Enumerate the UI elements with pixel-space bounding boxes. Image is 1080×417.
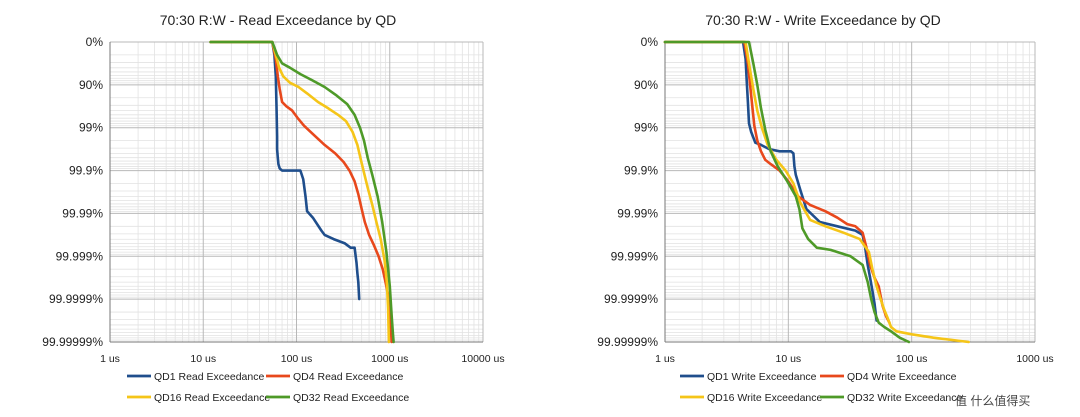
chart-2: 70:30 R:W - Write Exceedance by QD 0% 90% 9… <box>597 12 1053 404</box>
x-tick-label: 10 us <box>775 353 801 365</box>
x-tick-label: 100 us <box>281 353 313 365</box>
grid <box>109 41 484 343</box>
x-tick-label: 100 us <box>896 353 928 365</box>
y-tick-label: 0% <box>641 35 659 49</box>
series-line-4 <box>663 40 911 344</box>
legend-label: QD4 Write Exceedance <box>847 371 957 383</box>
x-tick-label: 10 us <box>190 353 216 365</box>
y-tick-label: 99.9999% <box>604 292 658 306</box>
watermark-text: 值 什么值得买 <box>955 394 1031 408</box>
watermark: 值 什么值得买 <box>955 392 1030 409</box>
y-tick-label: 0% <box>86 35 104 49</box>
y-tick-label: 90% <box>79 78 103 92</box>
y-tick-label: 99.9999% <box>49 292 103 306</box>
y-tick-label: 99% <box>634 121 658 135</box>
series-line-3 <box>209 40 391 344</box>
legend-label: QD32 Write Exceedance <box>847 392 963 404</box>
series-line-3 <box>663 40 971 344</box>
y-tick-label: 99.9% <box>69 164 103 178</box>
y-tick-label: 99.999% <box>611 249 659 263</box>
legend-label: QD16 Read Exceedance <box>154 392 270 404</box>
x-tick-label: 1000 us <box>371 353 408 365</box>
y-tick-label: 90% <box>634 78 658 92</box>
chart-title: 70:30 R:W - Write Exceedance by QD <box>705 12 941 28</box>
legend: QD1 Write Exceedance QD4 Write Exceedance… <box>680 371 963 404</box>
series-line-1 <box>663 40 878 322</box>
series-line-1 <box>209 40 361 301</box>
legend-label: QD16 Write Exceedance <box>707 392 823 404</box>
x-tick-label: 10000 us <box>461 353 504 365</box>
chart-1: 70:30 R:W - Read Exceedance by QD 0% 90% 99… <box>42 12 504 404</box>
grid <box>664 41 1036 343</box>
y-tick-label: 99.99% <box>617 206 658 220</box>
y-tick-label: 99.99999% <box>42 335 103 349</box>
chart-title: 70:30 R:W - Read Exceedance by QD <box>160 12 397 28</box>
series-line-2 <box>663 40 891 325</box>
y-tick-label: 99.99% <box>62 206 103 220</box>
series-line-2 <box>209 40 394 344</box>
y-tick-label: 99% <box>79 121 103 135</box>
legend-label: QD4 Read Exceedance <box>293 371 403 383</box>
series-line-4 <box>209 40 395 344</box>
legend: QD1 Read Exceedance QD4 Read Exceedance QD… <box>127 371 409 404</box>
legend-label: QD1 Write Exceedance <box>707 371 817 383</box>
legend-label: QD32 Read Exceedance <box>293 392 409 404</box>
x-tick-label: 1000 us <box>1016 353 1053 365</box>
x-tick-label: 1 us <box>655 353 675 365</box>
x-tick-label: 1 us <box>100 353 120 365</box>
y-tick-label: 99.9% <box>624 164 658 178</box>
y-tick-label: 99.99999% <box>597 335 658 349</box>
legend-label: QD1 Read Exceedance <box>154 371 264 383</box>
y-tick-label: 99.999% <box>56 249 104 263</box>
